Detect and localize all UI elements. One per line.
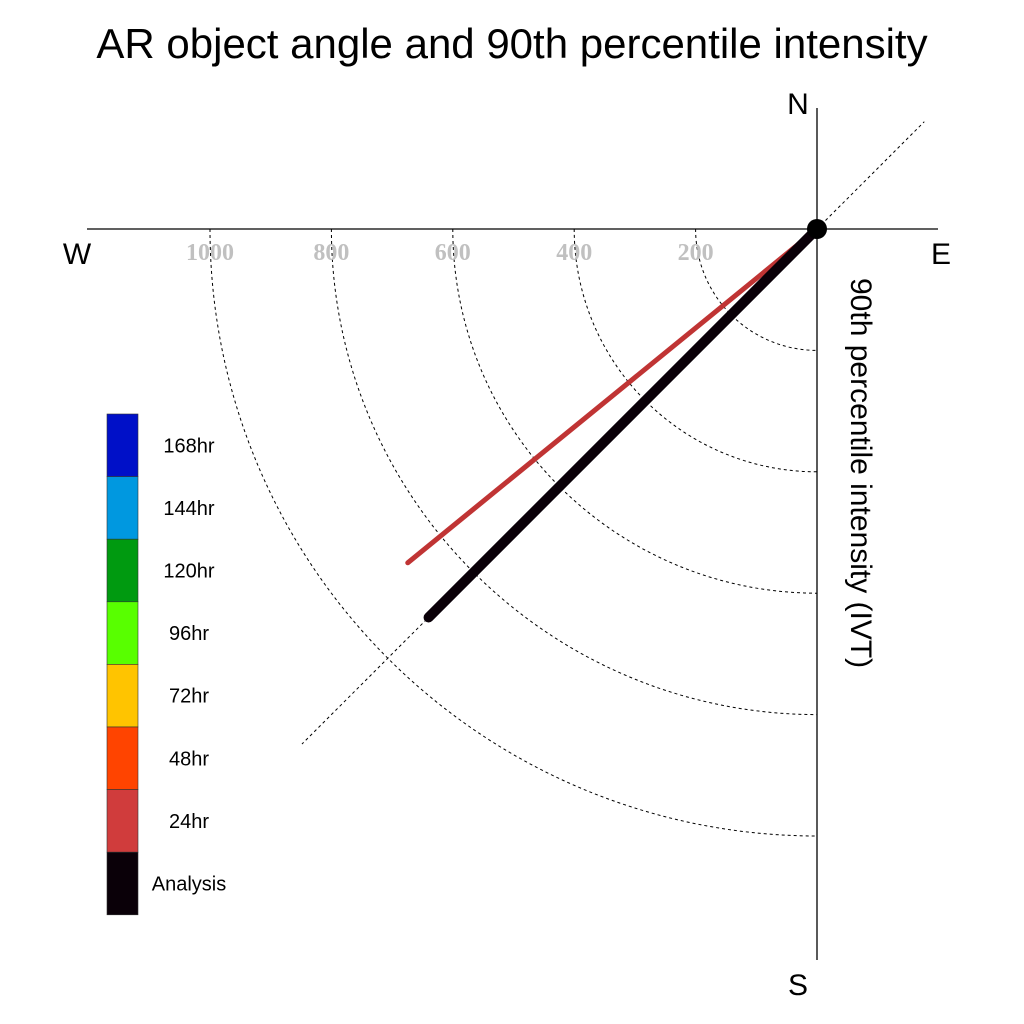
tick-label-400: 400 [556,240,592,266]
range-ring-600 [452,228,818,594]
diagonal-ray [816,121,925,230]
legend-swatch-168hr [106,413,139,477]
legend-label-48hr: 48hr [169,748,209,770]
legend-label-120hr: 120hr [163,561,214,583]
tick-label-800: 800 [313,240,349,266]
legend-label-144hr: 144hr [163,498,214,520]
tick-label-200: 200 [678,240,714,266]
y-axis-label: 90th percentile intensity (IVT) [844,278,877,668]
legend-label-168hr: 168hr [163,435,214,457]
range-ring-800 [330,228,818,716]
legend-swatch-analysis [106,851,139,916]
compass-south: S [788,969,808,1002]
range-ring-200 [695,228,818,351]
chart-title: AR object angle and 90th percentile inte… [96,20,927,67]
compass-north: N [787,88,809,121]
legend-swatch-96hr [106,601,139,665]
vector-24hr [405,226,820,566]
tick-label-1000: 1000 [186,240,234,266]
legend-label-72hr: 72hr [169,686,209,708]
vector-analysis [423,224,822,623]
legend-label-96hr: 96hr [169,623,209,645]
legend-swatch-120hr [106,538,139,603]
compass-east: E [931,238,951,271]
legend: 168hr 144hr 120hr 96hr 72hr 48hr 24hr Analysis [106,413,226,916]
legend-swatch-144hr [106,476,139,540]
radial-tick-labels: 200 400 600 800 1000 [186,240,714,266]
legend-swatch-72hr [106,664,139,728]
vectors [405,224,822,623]
range-ring-400 [573,228,818,473]
compass-west: W [63,238,92,271]
origin-dot [807,219,827,239]
legend-label-analysis: Analysis [152,874,226,896]
legend-label-24hr: 24hr [169,811,209,833]
legend-swatch-48hr [106,726,139,790]
tick-label-600: 600 [435,240,471,266]
legend-swatch-24hr [106,789,139,853]
